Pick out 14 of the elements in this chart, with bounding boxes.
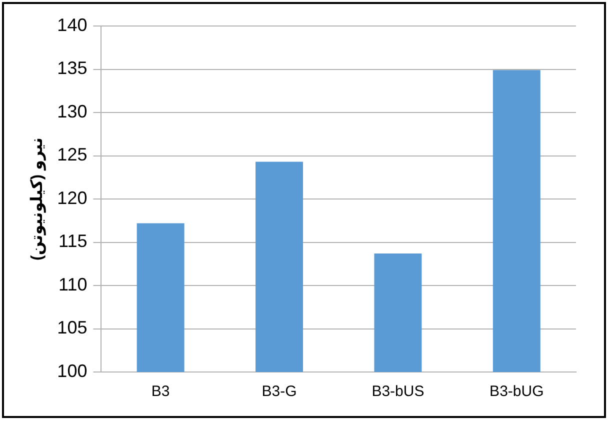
y-tick-label: 125 [57,144,88,165]
y-tick-label: 110 [58,274,88,294]
x-tick-label: B3-bUG [490,383,544,400]
y-tick-label: 100 [57,360,88,381]
x-tick-label: B3 [151,383,170,400]
y-tick-label: 135 [57,58,88,78]
x-tick-label: B3-G [262,383,297,400]
y-tick-label: 105 [57,318,88,338]
y-tick-label: 120 [57,188,88,208]
y-axis-title: نیرو (کیلونیوتن) [29,138,46,260]
y-tick-label: 115 [58,231,88,252]
x-tick-label: B3-bUS [372,383,424,400]
y-tick-label: 140 [57,14,88,35]
y-tick-label: 130 [57,101,88,122]
